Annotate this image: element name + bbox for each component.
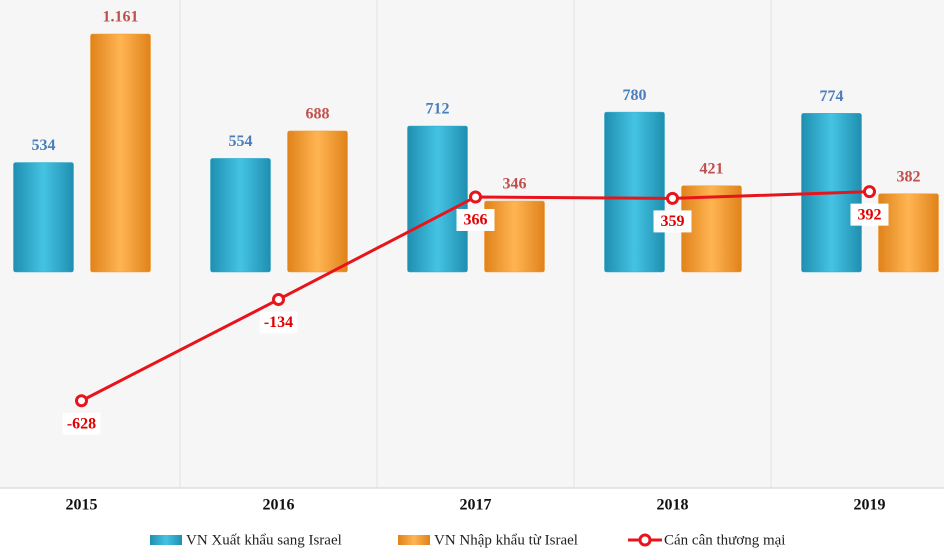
legend-swatch	[150, 535, 182, 545]
value-label: 366	[464, 212, 488, 229]
value-label: 688	[306, 106, 330, 123]
bar	[878, 193, 939, 273]
label-box	[456, 208, 495, 231]
x-tick-label: 2019	[854, 497, 886, 514]
value-label: 534	[32, 137, 56, 154]
legend-swatch	[638, 533, 652, 547]
line-point	[272, 292, 285, 306]
x-tick-label: 2018	[657, 497, 689, 514]
line-point	[469, 190, 482, 204]
legend-label: VN Xuất khẩu sang Israel	[186, 532, 342, 548]
bar	[407, 125, 468, 273]
value-label: 712	[426, 101, 450, 118]
label-box	[259, 311, 298, 334]
x-tick-label: 2016	[263, 497, 295, 514]
value-label: 421	[700, 160, 724, 177]
value-label: 1.161	[103, 9, 139, 26]
bar	[210, 158, 271, 273]
x-tick-label: 2017	[460, 497, 492, 514]
plot-background	[0, 0, 944, 488]
legend-label: Cán cân thương mại	[664, 532, 785, 548]
value-label: 346	[503, 176, 527, 193]
value-label: 359	[661, 213, 685, 230]
bar	[287, 130, 348, 273]
label-box	[850, 203, 889, 226]
value-label: 780	[623, 87, 647, 104]
line-point	[75, 394, 88, 408]
label-box	[62, 412, 101, 435]
bar	[13, 162, 74, 273]
value-label: 554	[229, 133, 253, 150]
x-tick-label: 2015	[66, 497, 98, 514]
legend-label: VN Nhập khẩu từ Israel	[434, 532, 578, 548]
value-label: 392	[858, 206, 882, 223]
value-label: 774	[820, 88, 844, 105]
line-point	[863, 185, 876, 199]
legend-swatch	[398, 535, 430, 545]
bar	[484, 200, 545, 273]
line-point	[666, 191, 679, 205]
label-box	[653, 210, 692, 233]
value-label: -628	[67, 415, 96, 432]
value-label: -134	[264, 314, 293, 331]
bar	[90, 33, 151, 273]
value-label: 382	[897, 168, 921, 185]
bar	[604, 111, 665, 273]
